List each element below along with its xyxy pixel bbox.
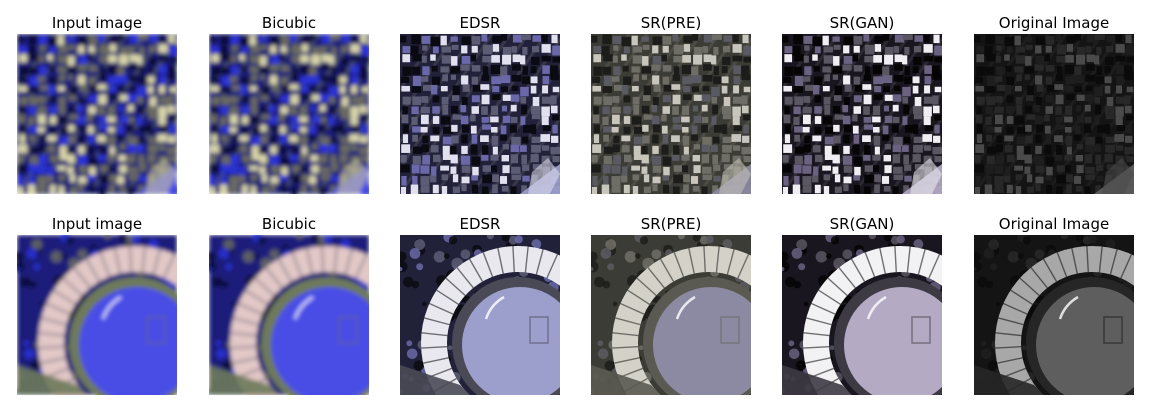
satellite-image [400,235,560,395]
panel-caption: Bicubic [261,14,317,32]
satellite-image [591,235,751,395]
panel-caption: SR(PRE) [640,14,702,32]
panel: Original Image [974,213,1134,403]
satellite-image [17,235,177,395]
satellite-image-render [400,34,560,194]
satellite-image-render [591,34,751,194]
satellite-image [591,34,751,194]
figure-row-stadium: Input image Bicubic EDSR SR(PRE) SR(GAN)… [0,213,1150,403]
panel: Bicubic [209,213,369,403]
panel-caption: SR(GAN) [829,215,895,233]
panel-caption: EDSR [459,14,501,32]
satellite-image [974,235,1134,395]
panel: Input image [17,12,177,202]
satellite-image-render [209,34,369,194]
panel: EDSR [400,213,560,403]
satellite-image-render [974,235,1134,395]
satellite-image-render [974,34,1134,194]
panel: SR(PRE) [591,12,751,202]
satellite-image-render [17,34,177,194]
panel-caption: Input image [51,14,143,32]
panel-caption: Original Image [998,14,1110,32]
satellite-image [400,34,560,194]
panel: SR(PRE) [591,213,751,403]
satellite-image [974,34,1134,194]
panel-caption: Bicubic [261,215,317,233]
satellite-image-render [400,235,560,395]
panel-caption: SR(GAN) [829,14,895,32]
panel: Bicubic [209,12,369,202]
satellite-image [209,34,369,194]
satellite-image [782,34,942,194]
panel-caption: EDSR [459,215,501,233]
satellite-image-render [209,235,369,395]
figure-row-urban: Input image Bicubic EDSR SR(PRE) SR(GAN)… [0,12,1150,202]
satellite-image-render [782,34,942,194]
panel: SR(GAN) [782,12,942,202]
panel: EDSR [400,12,560,202]
panel: SR(GAN) [782,213,942,403]
satellite-image [209,235,369,395]
panel-caption: Original Image [998,215,1110,233]
satellite-image-render [782,235,942,395]
satellite-image [17,34,177,194]
satellite-image-render [17,235,177,395]
panel: Input image [17,213,177,403]
panel: Original Image [974,12,1134,202]
satellite-image-render [591,235,751,395]
panel-caption: SR(PRE) [640,215,702,233]
satellite-image [782,235,942,395]
panel-caption: Input image [51,215,143,233]
